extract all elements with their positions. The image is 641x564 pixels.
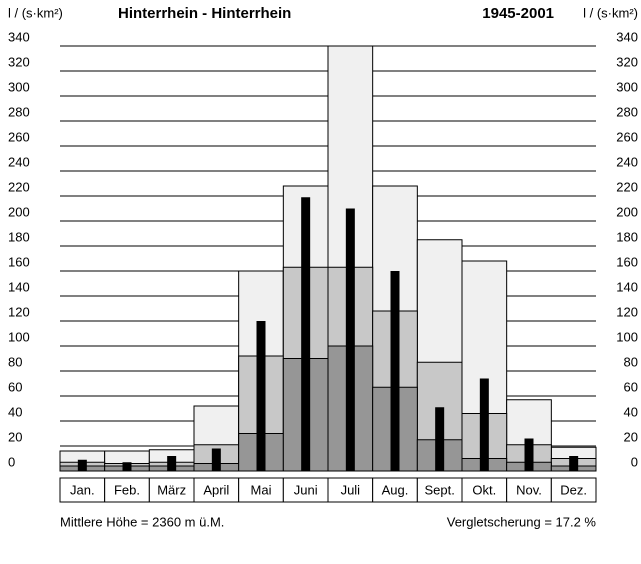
category-box [193,477,240,503]
category-box [550,477,597,503]
x-tick-label: März [157,482,186,497]
x-tick-label: Juni [294,482,318,497]
y2-tick-label: 120 [616,304,638,319]
bar [390,271,400,471]
y-tick-label: 40 [8,404,22,419]
x-tick-label: Jan. [70,482,95,497]
bar [345,208,355,471]
y2-tick-label: 260 [616,129,638,144]
y2-tick-label: 60 [624,379,638,394]
y-tick-label: 300 [8,79,30,94]
period: 1945-2001 [482,5,554,22]
y2-tick-label: 40 [624,404,638,419]
y-tick-label: 140 [8,279,30,294]
y-tick-label: 20 [8,429,22,444]
bar [256,321,266,471]
y-axis-label: l / (s·km²) [8,5,63,20]
y-tick-label: 340 [8,29,30,44]
category-box [416,477,463,503]
x-tick-label: April [203,482,229,497]
footer-right: Vergletscherung = 17.2 % [447,514,597,529]
y-tick-label: 100 [8,329,30,344]
category-box [59,477,106,503]
bar [77,459,87,471]
chart-title: Hinterrhein - Hinterrhein [118,5,291,22]
y-tick-label: 200 [8,204,30,219]
category-box [238,477,284,503]
y2-tick-label: 20 [624,429,638,444]
y-tick-label: 220 [8,179,30,194]
y2-tick-label: 240 [616,154,638,169]
y2-tick-label: 80 [624,354,638,369]
bar [569,456,579,471]
y-tick-label: 280 [8,104,30,119]
y2-tick-label: 140 [616,279,638,294]
x-tick-label: Okt. [472,482,496,497]
bar [211,448,221,471]
y2-tick-label: 320 [616,54,638,69]
y-tick-label: 120 [8,304,30,319]
footer-left: Mittlere Höhe = 2360 m ü.M. [60,514,224,529]
y2-tick-label: 200 [616,204,638,219]
bar [479,378,489,471]
category-box [104,477,150,503]
y-tick-label: 160 [8,254,30,269]
y2-axis-label: l / (s·km²) [583,5,638,20]
x-tick-label: Juli [341,482,361,497]
y-tick-label: 240 [8,154,30,169]
y-tick-label: 260 [8,129,30,144]
y2-tick-label: 180 [616,229,638,244]
category-box [372,477,418,503]
y-tick-label: 0 [8,454,15,469]
y2-tick-label: 340 [616,29,638,44]
bar [301,197,311,471]
y2-tick-label: 220 [616,179,638,194]
y2-tick-label: 160 [616,254,638,269]
y-tick-label: 320 [8,54,30,69]
y-tick-label: 60 [8,379,22,394]
x-tick-label: Feb. [114,482,140,497]
y2-tick-label: 0 [631,454,638,469]
y2-tick-label: 280 [616,104,638,119]
bar [167,456,177,471]
category-box [148,477,195,503]
x-tick-label: Dez. [560,482,587,497]
x-tick-label: Mai [251,482,272,497]
y2-tick-label: 100 [616,329,638,344]
category-box [327,477,374,503]
x-tick-label: Nov. [516,482,542,497]
bar [524,438,534,471]
y-tick-label: 180 [8,229,30,244]
x-tick-label: Aug. [382,482,409,497]
y2-tick-label: 300 [616,79,638,94]
bar [122,462,132,471]
y-tick-label: 80 [8,354,22,369]
x-tick-label: Sept. [424,482,454,497]
bar [435,407,445,471]
